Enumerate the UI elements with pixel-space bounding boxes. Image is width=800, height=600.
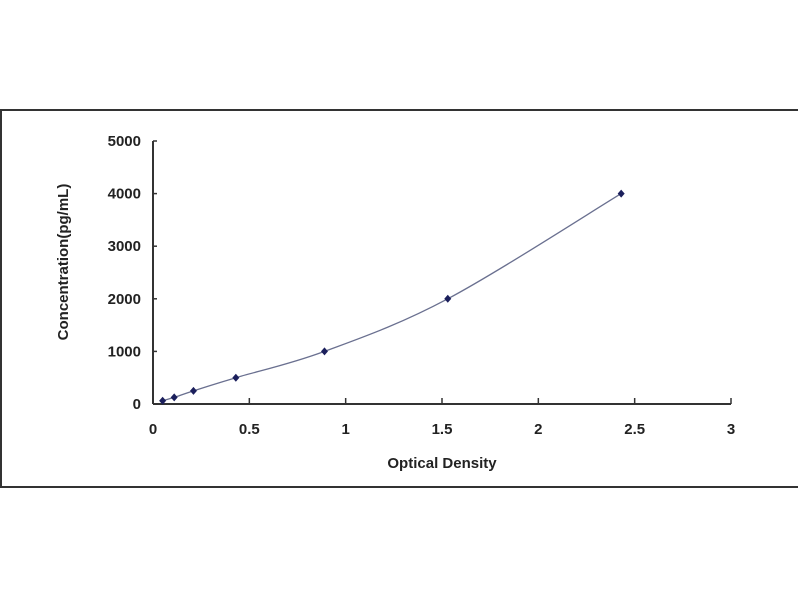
x-axis-label: Optical Density bbox=[387, 455, 497, 472]
data-point bbox=[159, 396, 167, 405]
data-point bbox=[320, 347, 328, 356]
x-tick-label: 0 bbox=[149, 421, 157, 438]
data-point bbox=[189, 386, 197, 395]
chart-frame bbox=[0, 109, 798, 488]
y-tick-label: 2000 bbox=[108, 291, 141, 308]
x-tick-label: 1.5 bbox=[432, 421, 453, 438]
data-point bbox=[232, 373, 240, 382]
data-point bbox=[170, 393, 178, 402]
y-tick-label: 0 bbox=[133, 396, 141, 413]
x-tick-label: 3 bbox=[727, 421, 735, 438]
data-point bbox=[617, 189, 625, 198]
y-tick-label: 1000 bbox=[108, 343, 141, 360]
y-tick-label: 3000 bbox=[108, 238, 141, 255]
x-tick-label: 1 bbox=[341, 421, 349, 438]
fit-curve bbox=[162, 193, 622, 402]
x-tick-label: 2 bbox=[534, 421, 542, 438]
x-tick-label: 0.5 bbox=[239, 421, 260, 438]
y-axis-label: Concentration(pg/mL) bbox=[55, 184, 72, 341]
data-point bbox=[444, 294, 452, 303]
y-tick-label: 4000 bbox=[108, 186, 141, 203]
x-tick-label: 2.5 bbox=[624, 421, 645, 438]
y-tick-label: 5000 bbox=[108, 133, 141, 150]
